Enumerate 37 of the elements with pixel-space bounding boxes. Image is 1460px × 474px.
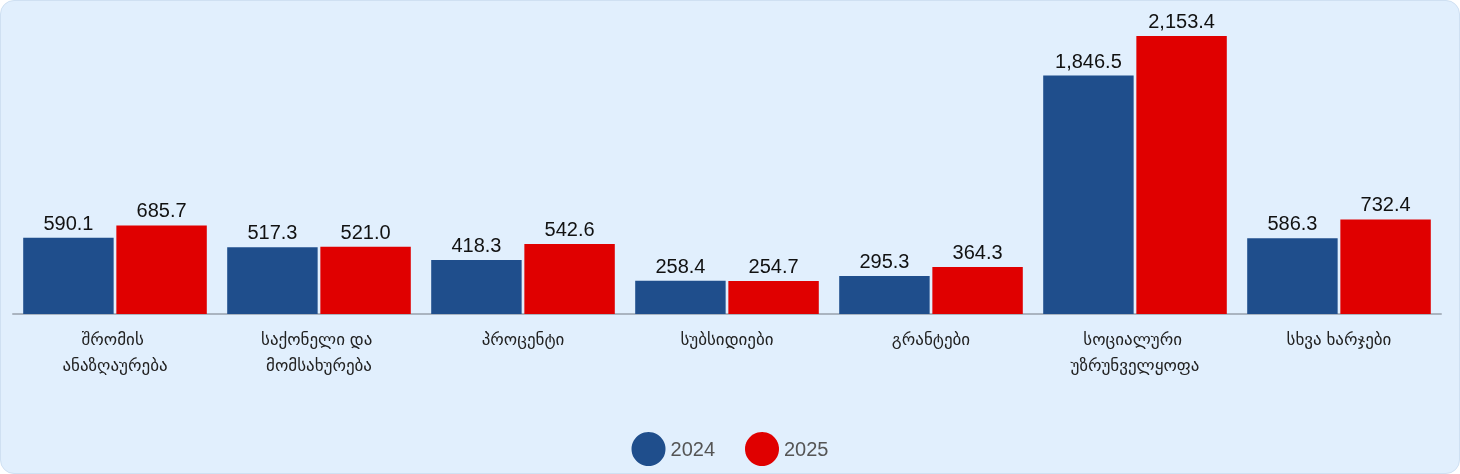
data-label: 2,153.4 xyxy=(1148,10,1215,32)
data-label: 590.1 xyxy=(43,211,94,234)
data-label: 295.3 xyxy=(859,249,910,272)
x-tick-label: სუბსიდიები xyxy=(680,329,774,349)
x-tick-label: შრომის ანაზღაურება xyxy=(62,329,168,375)
data-label: 258.4 xyxy=(655,254,706,277)
x-tick-label: გრანტები xyxy=(891,329,971,349)
data-label: 521.0 xyxy=(340,220,391,243)
bar xyxy=(1043,75,1134,314)
legend-label: 2024 xyxy=(670,438,716,460)
data-label: 517.3 xyxy=(247,221,298,244)
bar xyxy=(1340,219,1431,314)
x-tick-label: სოციალური უზრუნველყოფა xyxy=(1070,329,1200,375)
bar xyxy=(728,281,819,314)
x-tick-label: პროცენტი xyxy=(481,329,565,349)
bar xyxy=(524,243,615,314)
x-tick-label: საქონელი და მომსახურება xyxy=(261,329,377,375)
bar xyxy=(431,260,522,314)
bar xyxy=(23,237,114,314)
data-label: 542.6 xyxy=(544,217,595,240)
bar xyxy=(1136,36,1227,314)
bar xyxy=(116,225,207,314)
bar xyxy=(932,266,1023,314)
data-label: 364.3 xyxy=(952,240,1003,263)
bar xyxy=(1247,238,1338,314)
bar xyxy=(320,246,411,314)
data-label: 1,846.5 xyxy=(1055,49,1122,72)
data-label: 732.4 xyxy=(1360,193,1411,216)
legend-label: 2025 xyxy=(784,438,829,460)
bar xyxy=(839,275,930,314)
data-label: 254.7 xyxy=(748,255,799,278)
data-label: 685.7 xyxy=(136,199,187,222)
x-tick-label: სხვა ხარჯები xyxy=(1286,329,1392,349)
bar xyxy=(227,247,318,314)
data-label: 586.3 xyxy=(1267,212,1318,235)
data-label: 418.3 xyxy=(451,234,502,256)
bar xyxy=(635,280,726,314)
